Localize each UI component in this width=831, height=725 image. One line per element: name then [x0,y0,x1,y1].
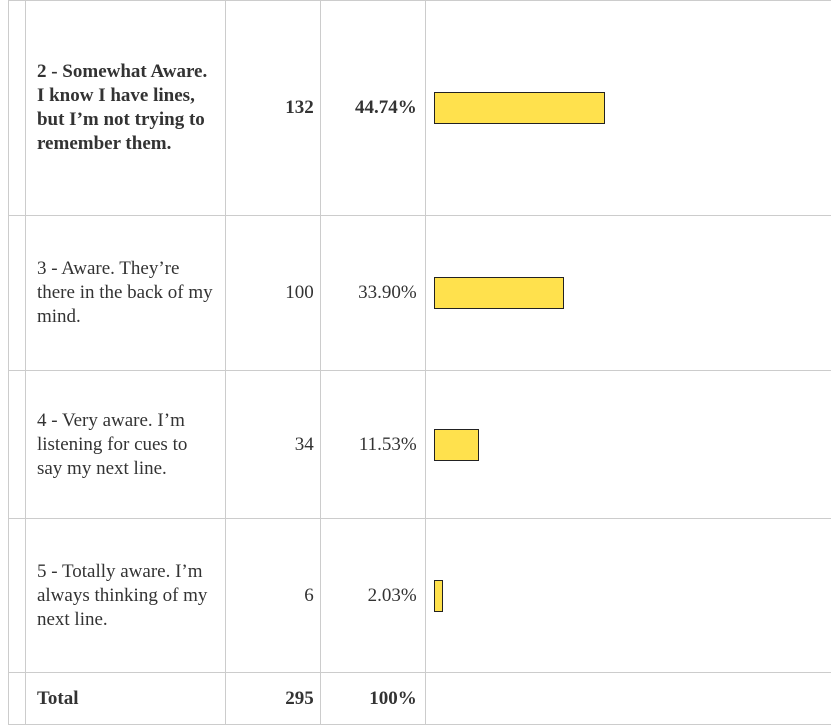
label-cell: 2 - Somewhat Aware. I know I have lines,… [25,1,225,216]
label-cell: Total [25,673,225,725]
table-row: 3 - Aware. They’re there in the back of … [9,216,831,371]
spacer-cell [9,216,26,371]
bar-cell [425,1,831,216]
spacer-cell [9,673,26,725]
bar-cell [425,216,831,371]
percent-cell: 100% [320,673,425,725]
label-cell: 5 - Totally aware. I’m always thinking o… [25,519,225,673]
percent-cell: 11.53% [320,371,425,519]
percent-cell: 2.03% [320,519,425,673]
spacer-cell [9,1,26,216]
count-cell: 34 [225,371,320,519]
count-cell: 100 [225,216,320,371]
bar [434,92,605,124]
label-cell: 4 - Very aware. I’m listening for cues t… [25,371,225,519]
bar [434,429,480,461]
table-row: 4 - Very aware. I’m listening for cues t… [9,371,831,519]
count-cell: 6 [225,519,320,673]
spacer-cell [9,371,26,519]
table-row: 2 - Somewhat Aware. I know I have lines,… [9,1,831,216]
percent-cell: 44.74% [320,1,425,216]
percent-cell: 33.90% [320,216,425,371]
spacer-cell [9,519,26,673]
results-table: 2 - Somewhat Aware. I know I have lines,… [8,0,831,725]
bar-cell [425,673,831,725]
bar-cell [425,519,831,673]
table-row: 5 - Totally aware. I’m always thinking o… [9,519,831,673]
bar [434,580,444,612]
label-cell: 3 - Aware. They’re there in the back of … [25,216,225,371]
bar [434,277,564,309]
count-cell: 132 [225,1,320,216]
bar-cell [425,371,831,519]
count-cell: 295 [225,673,320,725]
